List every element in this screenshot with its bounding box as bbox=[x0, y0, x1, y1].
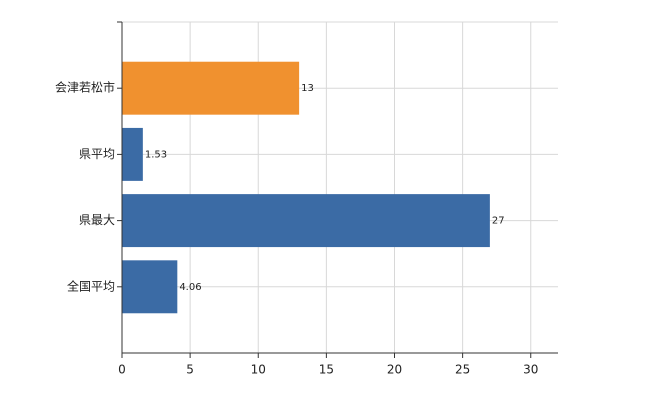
x-tick-label: 5 bbox=[186, 363, 194, 377]
y-tick-label: 全国平均 bbox=[67, 278, 115, 293]
x-tick-label: 10 bbox=[251, 363, 266, 377]
x-tick-label: 25 bbox=[455, 363, 470, 377]
y-tick-label: 県平均 bbox=[79, 147, 115, 161]
bar bbox=[122, 127, 143, 181]
y-tick-label: 県最大 bbox=[79, 213, 115, 227]
value-label: 1.53 bbox=[145, 149, 167, 160]
x-tick-label: 20 bbox=[387, 363, 402, 377]
x-tick-label: 30 bbox=[523, 363, 538, 377]
y-tick-label: 会津若松市 bbox=[55, 80, 115, 95]
value-label: 13 bbox=[301, 83, 314, 94]
value-label: 4.06 bbox=[179, 282, 201, 293]
bar bbox=[122, 61, 300, 115]
x-tick-label: 15 bbox=[319, 363, 334, 377]
bar bbox=[122, 260, 178, 314]
x-tick-label: 0 bbox=[118, 363, 126, 377]
bar bbox=[122, 194, 490, 248]
value-label: 27 bbox=[492, 216, 505, 227]
